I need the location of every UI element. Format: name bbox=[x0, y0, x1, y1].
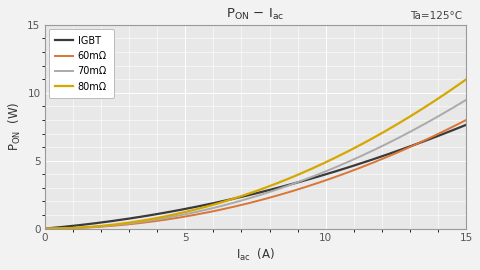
Line: 80mΩ: 80mΩ bbox=[45, 79, 467, 229]
Title: $\mathregular{P_{ON}}$ $-$ $\mathregular{I_{ac}}$: $\mathregular{P_{ON}}$ $-$ $\mathregular… bbox=[226, 7, 285, 22]
60mΩ bbox=[179, 215, 185, 219]
Line: IGBT: IGBT bbox=[45, 125, 467, 229]
60mΩ bbox=[307, 184, 313, 187]
80mΩ bbox=[346, 149, 352, 152]
80mΩ bbox=[209, 204, 215, 207]
70mΩ bbox=[307, 176, 313, 179]
70mΩ bbox=[209, 207, 215, 210]
IGBT bbox=[42, 227, 48, 230]
60mΩ bbox=[348, 170, 354, 173]
80mΩ bbox=[42, 227, 48, 230]
70mΩ bbox=[179, 213, 185, 217]
60mΩ bbox=[42, 227, 48, 230]
IGBT bbox=[307, 177, 313, 181]
Text: Ta=125°C: Ta=125°C bbox=[410, 11, 462, 21]
70mΩ bbox=[346, 160, 352, 163]
80mΩ bbox=[179, 211, 185, 214]
IGBT bbox=[209, 202, 215, 205]
60mΩ bbox=[93, 225, 98, 229]
60mΩ bbox=[209, 210, 215, 213]
80mΩ bbox=[93, 225, 98, 228]
IGBT bbox=[464, 123, 469, 126]
Line: 60mΩ: 60mΩ bbox=[45, 120, 467, 229]
IGBT bbox=[346, 166, 352, 169]
70mΩ bbox=[348, 159, 354, 162]
Y-axis label: $\mathregular{P_{ON}}$  (W): $\mathregular{P_{ON}}$ (W) bbox=[7, 102, 23, 151]
Legend: IGBT, 60mΩ, 70mΩ, 80mΩ: IGBT, 60mΩ, 70mΩ, 80mΩ bbox=[48, 29, 114, 99]
60mΩ bbox=[346, 170, 352, 174]
X-axis label: $\mathregular{I_{ac}}$  (A): $\mathregular{I_{ac}}$ (A) bbox=[236, 247, 275, 263]
70mΩ bbox=[464, 98, 469, 101]
70mΩ bbox=[42, 227, 48, 230]
80mΩ bbox=[348, 148, 354, 151]
IGBT bbox=[179, 208, 185, 211]
70mΩ bbox=[93, 225, 98, 228]
80mΩ bbox=[464, 77, 469, 81]
80mΩ bbox=[307, 168, 313, 171]
IGBT bbox=[348, 165, 354, 168]
Line: 70mΩ: 70mΩ bbox=[45, 100, 467, 229]
60mΩ bbox=[464, 118, 469, 122]
IGBT bbox=[93, 222, 98, 225]
